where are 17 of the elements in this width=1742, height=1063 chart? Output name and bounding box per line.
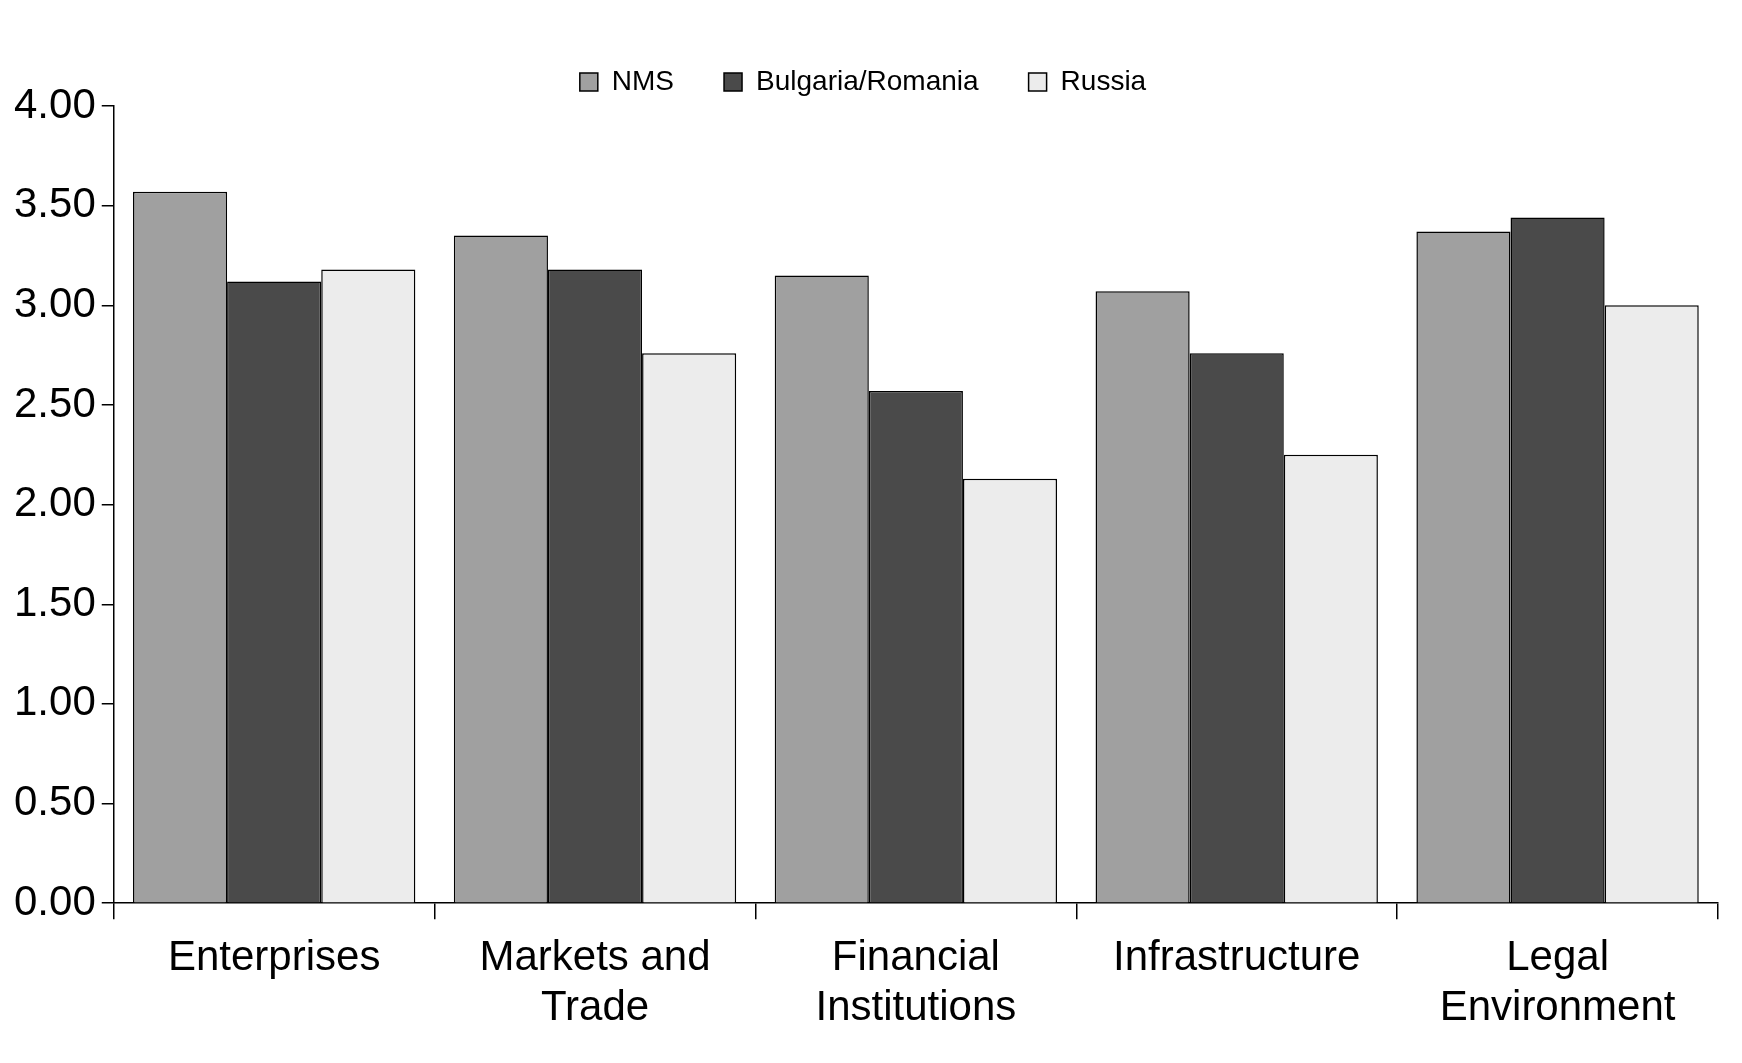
y-tick-label: 4.00 bbox=[13, 79, 96, 127]
y-tick-label: 2.00 bbox=[13, 478, 96, 526]
x-tick-label: Infrastructure bbox=[1113, 931, 1361, 979]
x-tick-label: Legal Environment bbox=[1439, 931, 1676, 1030]
y-tick-label: 0.00 bbox=[13, 876, 96, 924]
y-tick-label: 3.00 bbox=[13, 278, 96, 326]
x-tick-label: Markets and Trade bbox=[479, 931, 711, 1030]
legend-label: Bulgaria/Romania bbox=[756, 64, 980, 96]
y-tick-label: 0.50 bbox=[13, 777, 96, 825]
y-tick-label: 1.00 bbox=[13, 677, 96, 725]
y-tick-label: 2.50 bbox=[13, 378, 96, 426]
legend-label: Russia bbox=[1060, 64, 1147, 96]
x-tick-label: Financial Institutions bbox=[815, 931, 1017, 1030]
legend-label: NMS bbox=[611, 64, 675, 96]
y-tick-label: 3.50 bbox=[13, 179, 96, 227]
x-tick-label: Enterprises bbox=[167, 931, 381, 979]
y-tick-label: 1.50 bbox=[13, 577, 96, 625]
